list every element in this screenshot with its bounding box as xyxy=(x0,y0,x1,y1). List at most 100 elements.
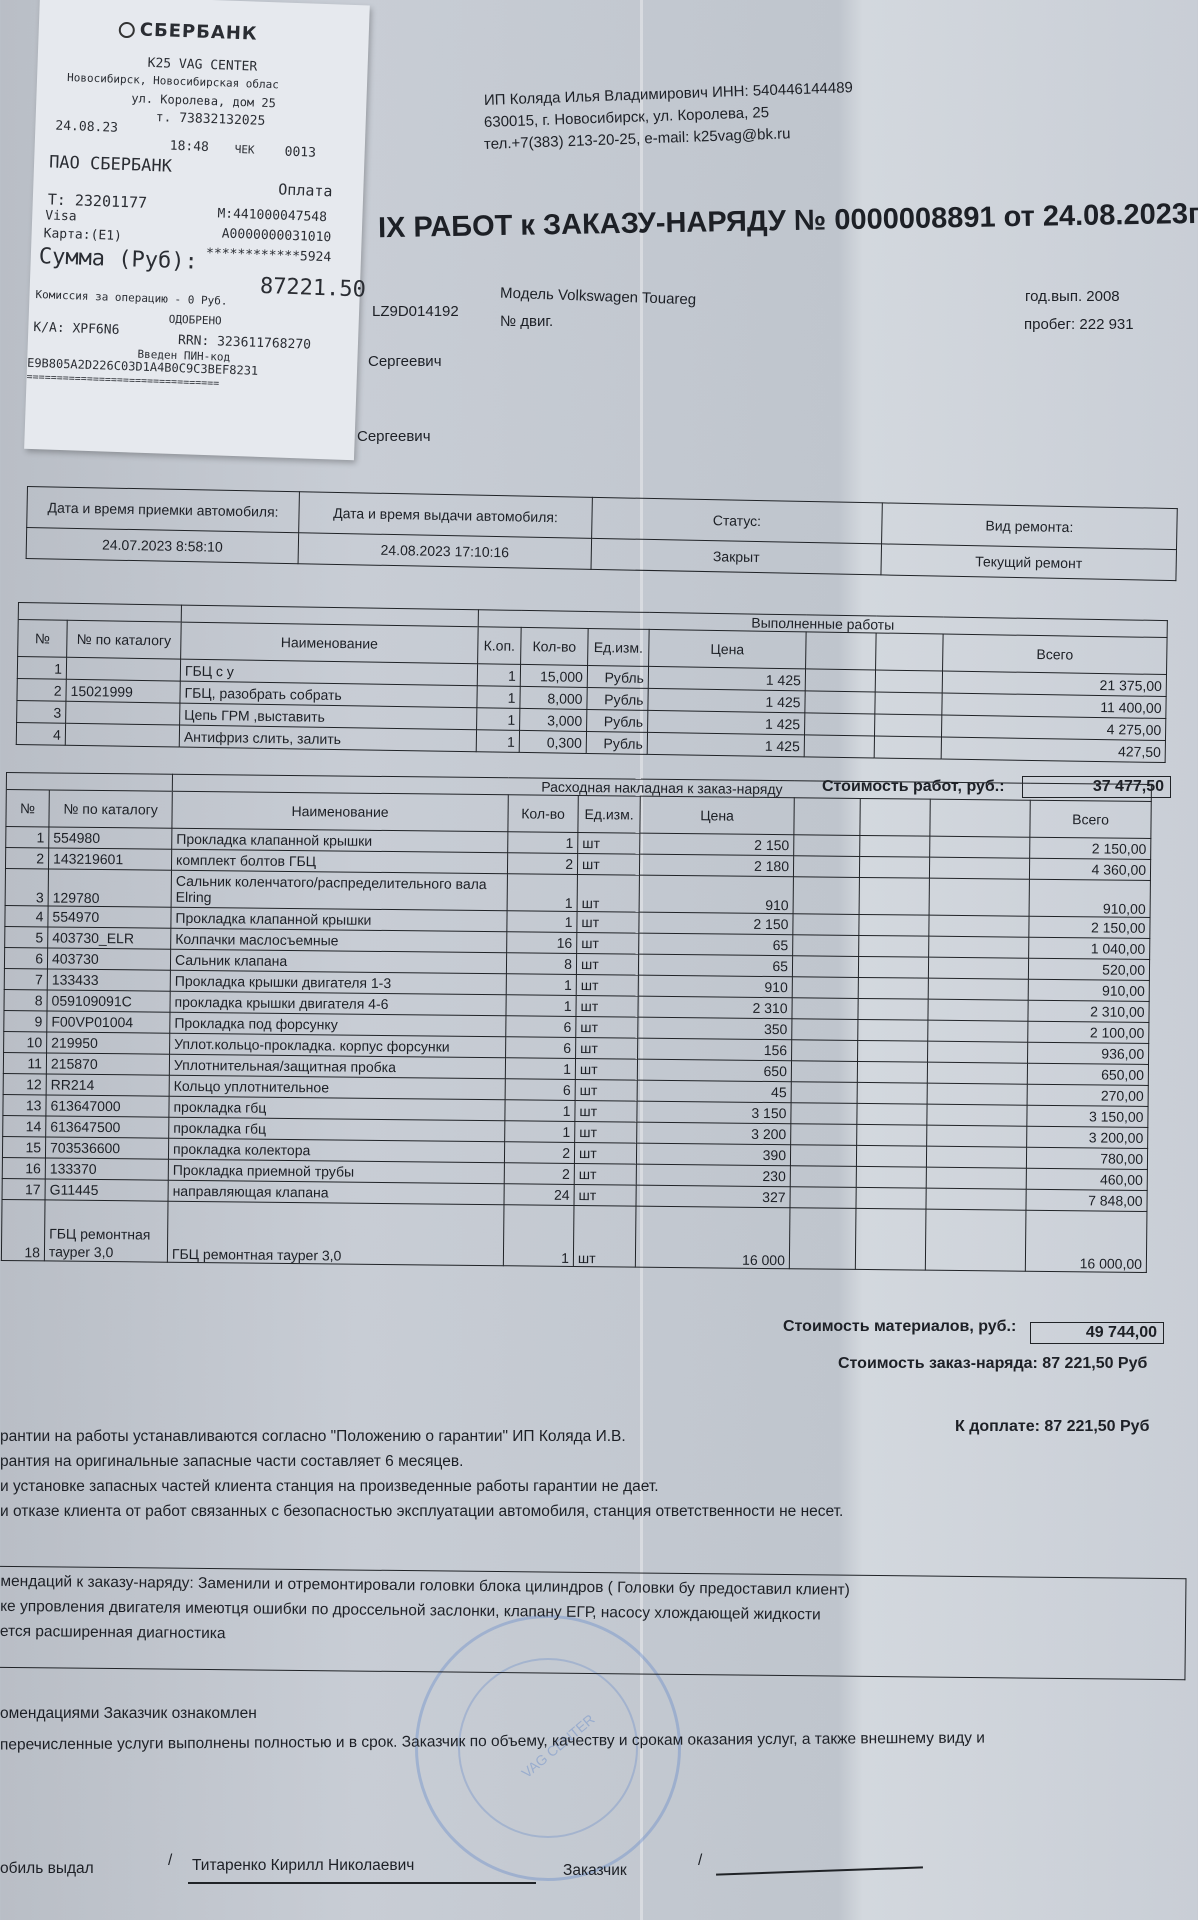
works-sum-label: Стоимость работ, руб.: xyxy=(822,778,1005,795)
blank-cell xyxy=(793,855,860,878)
col-name: Наименование xyxy=(180,622,479,664)
blank-cell xyxy=(805,668,876,692)
blank-cell xyxy=(874,691,943,716)
unit: шт xyxy=(576,974,639,997)
received-label: Дата и время приемки автомобиля: xyxy=(26,486,300,533)
unit: Рубль xyxy=(586,731,648,755)
company-name: ИП Коляда Илья Владимирович ИНН: 5404461… xyxy=(483,79,854,109)
order-info-table: Дата и время приемки автомобиля: Дата и … xyxy=(26,486,1178,581)
catalog-number: 129780 xyxy=(48,868,172,908)
engine-number: № двиг. xyxy=(500,313,554,330)
row-number: 16 xyxy=(2,1157,46,1179)
catalog-number: 215870 xyxy=(46,1052,170,1076)
blank-cell xyxy=(926,1104,1028,1127)
unit: шт xyxy=(574,1121,637,1144)
quantity: 1 xyxy=(503,1204,574,1267)
quantity: 1 xyxy=(507,873,578,912)
price: 650 xyxy=(637,1059,792,1082)
unit: Рубль xyxy=(587,665,649,689)
operation-count: 1 xyxy=(476,729,520,753)
col-blank-1 xyxy=(805,631,877,670)
quantity: 0,300 xyxy=(519,730,587,754)
unit: шт xyxy=(576,911,640,934)
company-contacts: тел.+7(383) 213-20-25, e-mail: k25vag@bk… xyxy=(483,125,791,153)
col-unit: Ед.изм. xyxy=(587,628,650,667)
row-total: 520,00 xyxy=(1028,958,1150,981)
quantity: 3,000 xyxy=(519,708,587,732)
card-type: Visa xyxy=(45,208,77,225)
blank-cell xyxy=(859,835,930,858)
row-total: 16 000,00 xyxy=(1025,1210,1148,1273)
unit: шт xyxy=(574,1163,637,1186)
catalog-number: 133370 xyxy=(45,1157,169,1181)
quantity: 1 xyxy=(506,973,577,996)
unit: шт xyxy=(575,1037,638,1060)
blank-cell xyxy=(856,1166,927,1189)
row-number: 11 xyxy=(3,1052,47,1074)
blank-cell xyxy=(790,1144,857,1167)
row-number: 10 xyxy=(3,1031,47,1053)
blank-cell xyxy=(855,1208,926,1271)
card-label: Карта:(E1) xyxy=(43,226,123,245)
row-total: 427,50 xyxy=(941,737,1166,763)
row-number: 2 xyxy=(5,847,49,869)
row-total: 910,00 xyxy=(1029,879,1151,918)
col-unit: Ед.изм. xyxy=(577,795,641,834)
catalog-number: 219950 xyxy=(46,1031,170,1055)
materials-table: Расходная накладная к заказ-наряду № № п… xyxy=(1,772,1152,1273)
row-number: 17 xyxy=(2,1178,46,1200)
catalog-number: G11445 xyxy=(45,1178,169,1202)
row-number: 18 xyxy=(1,1199,46,1261)
catalog-number: RR214 xyxy=(46,1073,170,1097)
catalog-number: 613647500 xyxy=(45,1115,169,1139)
blank-cell xyxy=(926,1167,1027,1190)
blank-cell xyxy=(804,734,875,758)
quantity: 1 xyxy=(506,910,578,933)
row-number: 14 xyxy=(2,1115,46,1137)
col-blank-3 xyxy=(929,799,1031,838)
row-number: 1 xyxy=(5,826,49,848)
quantity: 1 xyxy=(504,1099,576,1122)
vin-fragment: LZ9D014192 xyxy=(372,303,459,320)
blank-cell xyxy=(856,1103,928,1126)
row-total: 2 100,00 xyxy=(1027,1021,1150,1044)
col-catalog: № по каталогу xyxy=(48,789,173,829)
blank-cell xyxy=(928,915,1030,938)
price: 156 xyxy=(637,1038,792,1061)
unit: шт xyxy=(575,1016,638,1039)
blank-cell xyxy=(929,836,1030,859)
signature-slash: / xyxy=(168,1852,173,1869)
issued-by-label: обиль выдал xyxy=(0,1860,94,1877)
blank-cell xyxy=(791,1039,858,1062)
payment-receipt: СБЕРБАНК K25 VAG CENTER Новосибирск, Нов… xyxy=(24,0,370,461)
row-total: 3 150,00 xyxy=(1026,1105,1149,1128)
row-number: 8 xyxy=(4,989,48,1011)
col-qty: Кол-во xyxy=(507,794,579,833)
check-label: ЧЕК xyxy=(234,142,255,157)
blank-cell xyxy=(791,1060,858,1083)
row-total: 2 310,00 xyxy=(1027,1000,1150,1023)
price: 1 425 xyxy=(648,666,806,691)
price: 65 xyxy=(638,933,793,956)
material-name: ГБЦ ремонтная тауреr 3,0 xyxy=(167,1201,504,1266)
blank-cell xyxy=(855,1187,927,1210)
blank-cell xyxy=(929,878,1030,917)
catalog-number xyxy=(65,701,180,726)
quantity: 6 xyxy=(505,1036,576,1059)
catalog-number: 143219601 xyxy=(48,847,172,871)
blank-cell xyxy=(875,669,943,694)
blank-cell xyxy=(793,876,860,915)
blank-cell xyxy=(858,956,929,979)
blank-cell xyxy=(790,1165,857,1188)
blank-cell xyxy=(925,1209,1026,1272)
row-total: 1 040,00 xyxy=(1028,937,1150,960)
blank-cell xyxy=(857,1082,928,1105)
quantity: 16 xyxy=(506,931,577,954)
operation-count: 1 xyxy=(476,707,520,731)
unit: шт xyxy=(575,1079,638,1102)
quantity: 8 xyxy=(506,952,577,975)
blank-cell xyxy=(859,856,930,879)
catalog-number: 403730 xyxy=(47,947,171,971)
warranty-line: рантия на оригинальные запасные части со… xyxy=(0,1453,464,1470)
material-row: 18 ГБЦ ремонтная тауреr 3,0 ГБЦ ремонтная … xyxy=(1,1199,1148,1273)
